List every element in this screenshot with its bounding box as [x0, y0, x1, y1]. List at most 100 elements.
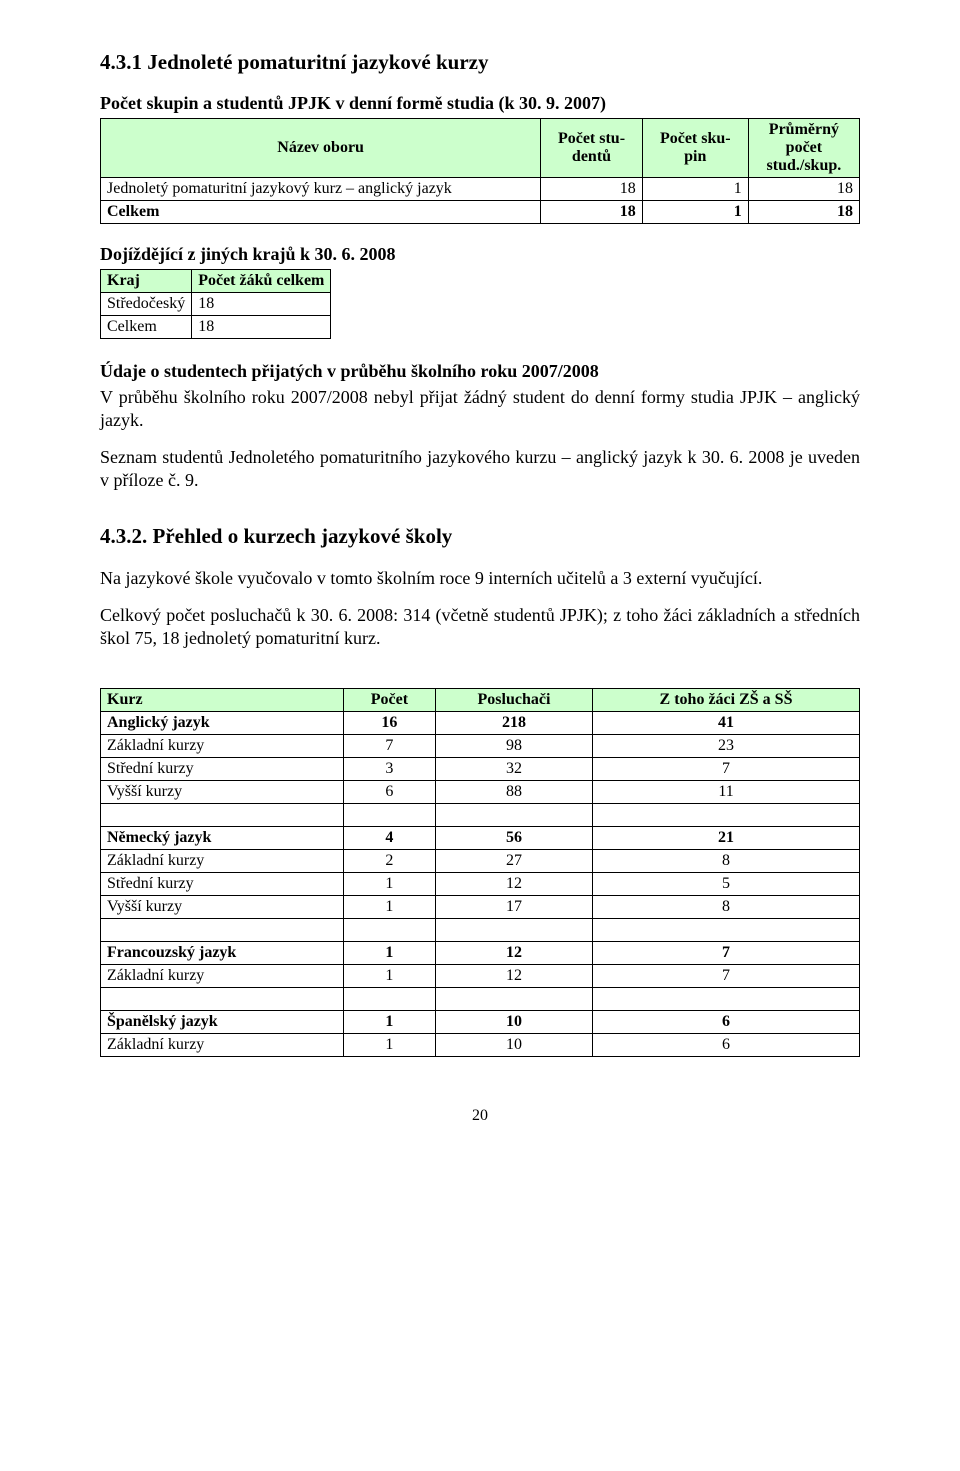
table-cell: 10	[435, 1034, 592, 1057]
table1-header-cell: Název oboru	[101, 119, 541, 178]
spacer	[100, 506, 860, 524]
table-cell: 1	[343, 965, 435, 988]
table3-head: KurzPočetPosluchačiZ toho žáci ZŠ a SŠ	[101, 689, 860, 712]
table-cell: 18	[192, 316, 331, 339]
paragraph-1: V průběhu školního roku 2007/2008 nebyl …	[100, 386, 860, 432]
table-cell: 1	[642, 178, 748, 201]
table-cell: 18	[748, 201, 859, 224]
table-cell: Celkem	[101, 201, 541, 224]
table-cell: 1	[343, 873, 435, 896]
table2-head: KrajPočet žáků celkem	[101, 270, 331, 293]
section-heading-1: 4.3.1 Jednoleté pomaturitní jazykové kur…	[100, 50, 860, 75]
table-cell: 18	[192, 293, 331, 316]
table-spacer-cell	[593, 919, 860, 942]
table-cell: Střední kurzy	[101, 873, 344, 896]
table-row: Francouzský jazyk1127	[101, 942, 860, 965]
table-cell: 56	[435, 827, 592, 850]
table-cell: 2	[343, 850, 435, 873]
table-cell: Anglický jazyk	[101, 712, 344, 735]
table-row: Celkem18118	[101, 201, 860, 224]
table-row: Vyšší kurzy68811	[101, 781, 860, 804]
table-row: Základní kurzy2278	[101, 850, 860, 873]
table-row	[101, 804, 860, 827]
table-cell: Základní kurzy	[101, 850, 344, 873]
table-row: Německý jazyk45621	[101, 827, 860, 850]
table-cell: 12	[435, 873, 592, 896]
table2-caption: Dojíždějící z jiných krajů k 30. 6. 2008	[100, 244, 860, 265]
table-row: Středočeský18	[101, 293, 331, 316]
spacer	[100, 664, 860, 682]
table1-header-cell: Průměrnýpočetstud./skup.	[748, 119, 859, 178]
table-cell: 218	[435, 712, 592, 735]
table-row: Základní kurzy79823	[101, 735, 860, 758]
table-cell: 27	[435, 850, 592, 873]
table-cell: Jednoletý pomaturitní jazykový kurz – an…	[101, 178, 541, 201]
table-row: Základní kurzy1106	[101, 1034, 860, 1057]
table-cell: 18	[541, 178, 643, 201]
table-row: Vyšší kurzy1178	[101, 896, 860, 919]
table-cell: 23	[593, 735, 860, 758]
table-cell: 11	[593, 781, 860, 804]
table-spacer-cell	[343, 804, 435, 827]
table-cell: Základní kurzy	[101, 1034, 344, 1057]
table-cell: 1	[343, 896, 435, 919]
table-cell: Vyšší kurzy	[101, 781, 344, 804]
table-cell: 5	[593, 873, 860, 896]
table-kurzy: KurzPočetPosluchačiZ toho žáci ZŠ a SŠ A…	[100, 688, 860, 1057]
table2-header-cell: Počet žáků celkem	[192, 270, 331, 293]
table-cell: Středočeský	[101, 293, 192, 316]
table-cell: Základní kurzy	[101, 735, 344, 758]
table-cell: 8	[593, 850, 860, 873]
table-cell: 6	[593, 1011, 860, 1034]
table-cell: 18	[541, 201, 643, 224]
table2-body: Středočeský18Celkem18	[101, 293, 331, 339]
table2-header-cell: Kraj	[101, 270, 192, 293]
table3-header-cell: Kurz	[101, 689, 344, 712]
table3-header-cell: Počet	[343, 689, 435, 712]
table-cell: Vyšší kurzy	[101, 896, 344, 919]
table-cell: 88	[435, 781, 592, 804]
table-cell: 1	[343, 1034, 435, 1057]
table-cell: 1	[642, 201, 748, 224]
table-spacer-cell	[435, 988, 592, 1011]
table-dojizdejici: KrajPočet žáků celkem Středočeský18Celke…	[100, 269, 331, 339]
table-cell: Celkem	[101, 316, 192, 339]
table-cell: 21	[593, 827, 860, 850]
table-cell: 3	[343, 758, 435, 781]
table-cell: 17	[435, 896, 592, 919]
table-cell: 10	[435, 1011, 592, 1034]
table-cell: Základní kurzy	[101, 965, 344, 988]
table3-header-cell: Z toho žáci ZŠ a SŠ	[593, 689, 860, 712]
table-row: Střední kurzy1125	[101, 873, 860, 896]
table-cell: 16	[343, 712, 435, 735]
table-row: Anglický jazyk1621841	[101, 712, 860, 735]
table-cell: 6	[343, 781, 435, 804]
table-cell: 12	[435, 942, 592, 965]
table-cell: 32	[435, 758, 592, 781]
table-skupin-studentu: Název oboruPočet stu-dentůPočet sku-pinP…	[100, 118, 860, 224]
table-cell: 8	[593, 896, 860, 919]
table-row: Celkem18	[101, 316, 331, 339]
table-spacer-cell	[101, 988, 344, 1011]
table-cell: Střední kurzy	[101, 758, 344, 781]
table-cell: 1	[343, 942, 435, 965]
table1-header-cell: Počet stu-dentů	[541, 119, 643, 178]
table-row	[101, 988, 860, 1011]
table-cell: 7	[593, 942, 860, 965]
table-cell: 12	[435, 965, 592, 988]
table-row: Střední kurzy3327	[101, 758, 860, 781]
paragraph-3: Na jazykové škole vyučovalo v tomto škol…	[100, 567, 860, 590]
table-cell: 98	[435, 735, 592, 758]
table-spacer-cell	[101, 919, 344, 942]
table-cell: 7	[593, 758, 860, 781]
paragraph-2: Seznam studentů Jednoletého pomaturitníh…	[100, 446, 860, 492]
table-spacer-cell	[435, 919, 592, 942]
table3-header-cell: Posluchači	[435, 689, 592, 712]
table-cell: 6	[593, 1034, 860, 1057]
table-cell: 4	[343, 827, 435, 850]
table-spacer-cell	[593, 988, 860, 1011]
table-cell: Španělský jazyk	[101, 1011, 344, 1034]
table1-head: Název oboruPočet stu-dentůPočet sku-pinP…	[101, 119, 860, 178]
table-cell: 41	[593, 712, 860, 735]
table-spacer-cell	[101, 804, 344, 827]
